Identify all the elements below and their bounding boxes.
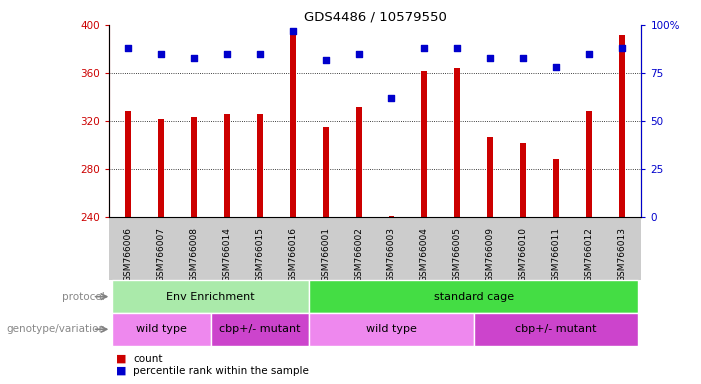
Point — [189, 55, 200, 61]
Point — [616, 45, 627, 51]
Text: ■: ■ — [116, 366, 126, 376]
Bar — [125, 111, 131, 217]
Text: cbp+/- mutant: cbp+/- mutant — [515, 324, 597, 334]
Bar — [112, 280, 309, 313]
Point — [583, 51, 594, 57]
Point — [451, 45, 463, 51]
Bar — [355, 106, 362, 217]
Point — [222, 51, 233, 57]
Point — [287, 28, 299, 34]
Bar — [158, 119, 164, 217]
Text: percentile rank within the sample: percentile rank within the sample — [133, 366, 309, 376]
Text: genotype/variation: genotype/variation — [6, 324, 105, 334]
Text: protocol: protocol — [62, 291, 105, 302]
Point — [123, 45, 134, 51]
Bar — [619, 35, 625, 217]
Text: ■: ■ — [116, 354, 126, 364]
Bar — [112, 313, 210, 346]
Bar — [421, 71, 428, 217]
Bar — [210, 313, 309, 346]
Bar — [586, 111, 592, 217]
Point — [320, 56, 332, 63]
Bar — [487, 137, 493, 217]
Bar — [224, 114, 230, 217]
Bar — [388, 216, 395, 217]
Point — [550, 64, 562, 70]
Bar — [454, 68, 461, 217]
Text: cbp+/- mutant: cbp+/- mutant — [219, 324, 301, 334]
Point — [156, 51, 167, 57]
Point — [517, 55, 529, 61]
Point — [386, 95, 397, 101]
Bar — [309, 280, 638, 313]
Title: GDS4486 / 10579550: GDS4486 / 10579550 — [304, 11, 447, 24]
Bar — [520, 142, 526, 217]
Bar — [553, 159, 559, 217]
Text: standard cage: standard cage — [434, 291, 514, 302]
Text: count: count — [133, 354, 163, 364]
Text: wild type: wild type — [366, 324, 417, 334]
Point — [353, 51, 365, 57]
Bar — [309, 313, 474, 346]
Bar — [290, 33, 296, 217]
Bar — [474, 313, 638, 346]
Text: Env Enrichment: Env Enrichment — [166, 291, 255, 302]
Point — [484, 55, 496, 61]
Bar — [257, 114, 263, 217]
Point — [418, 45, 430, 51]
Point — [254, 51, 266, 57]
Bar — [191, 118, 197, 217]
Text: wild type: wild type — [136, 324, 186, 334]
Bar — [322, 127, 329, 217]
